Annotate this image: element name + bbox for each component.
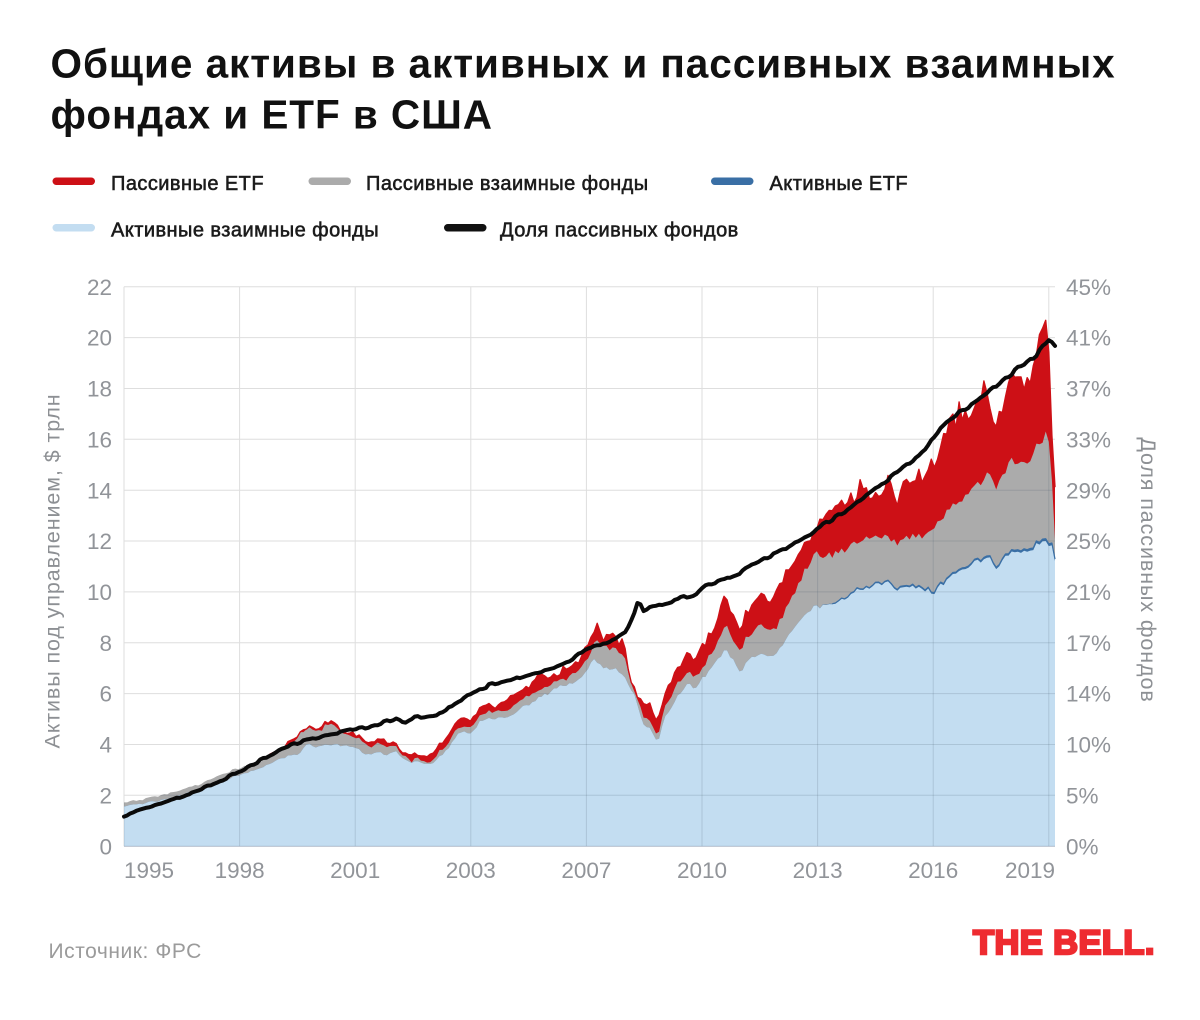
svg-text:16: 16 (87, 427, 112, 452)
svg-text:2019: 2019 (1005, 858, 1055, 883)
svg-text:4: 4 (99, 733, 112, 758)
svg-text:41%: 41% (1066, 326, 1111, 351)
svg-text:22: 22 (87, 275, 112, 300)
svg-text:45%: 45% (1066, 275, 1111, 300)
svg-text:2013: 2013 (793, 858, 843, 883)
svg-text:2003: 2003 (446, 858, 496, 883)
svg-text:0: 0 (99, 834, 112, 859)
svg-text:33%: 33% (1066, 427, 1111, 452)
svg-text:Общие активы в активных и пасс: Общие активы в активных и пассивных взаи… (51, 41, 1116, 87)
svg-text:Пассивные взаимные фонды: Пассивные взаимные фонды (366, 173, 649, 195)
svg-text:Источник: ФРС: Источник: ФРС (49, 940, 202, 963)
svg-text:2016: 2016 (908, 858, 958, 883)
svg-text:10: 10 (87, 580, 112, 605)
svg-text:20: 20 (87, 326, 112, 351)
svg-text:Пассивные ETF: Пассивные ETF (111, 173, 264, 195)
svg-text:0%: 0% (1066, 834, 1099, 859)
svg-text:2: 2 (99, 783, 112, 808)
svg-text:фондах и ETF в США: фондах и ETF в США (51, 92, 493, 138)
svg-text:1995: 1995 (124, 858, 174, 883)
svg-text:Активные ETF: Активные ETF (770, 173, 909, 195)
svg-text:5%: 5% (1066, 783, 1099, 808)
svg-text:8: 8 (99, 631, 112, 656)
svg-text:25%: 25% (1066, 529, 1111, 554)
svg-text:2007: 2007 (561, 858, 611, 883)
svg-text:37%: 37% (1066, 377, 1111, 402)
svg-text:10%: 10% (1066, 733, 1111, 758)
svg-text:14%: 14% (1066, 682, 1111, 707)
svg-text:Доля пассивных фондов: Доля пассивных фондов (500, 220, 739, 242)
svg-text:Активные взаимные фонды: Активные взаимные фонды (111, 220, 379, 242)
svg-text:14: 14 (87, 478, 112, 503)
svg-text:1998: 1998 (215, 858, 265, 883)
svg-text:21%: 21% (1066, 580, 1111, 605)
svg-text:2010: 2010 (677, 858, 727, 883)
svg-text:17%: 17% (1066, 631, 1111, 656)
svg-text:6: 6 (99, 682, 112, 707)
svg-text:29%: 29% (1066, 478, 1111, 503)
svg-text:18: 18 (87, 377, 112, 402)
svg-text:2001: 2001 (330, 858, 380, 883)
svg-text:12: 12 (87, 529, 112, 554)
svg-text:Активы под управлением, $ трлн: Активы под управлением, $ трлн (41, 393, 65, 748)
svg-text:THE BELL.: THE BELL. (973, 924, 1155, 962)
svg-text:Доля пассивных фондов: Доля пассивных фондов (1136, 437, 1160, 702)
